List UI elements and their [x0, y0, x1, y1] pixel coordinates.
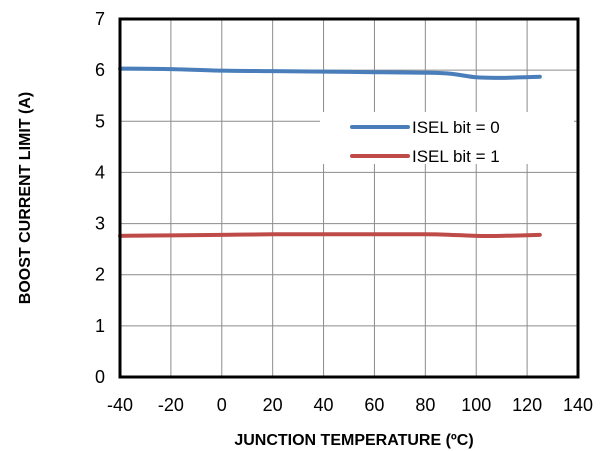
legend-label-1: ISEL bit = 1 [412, 147, 500, 166]
y-tick-labels: 0 1 2 3 4 5 6 7 [95, 9, 105, 387]
y-tick-label: 5 [95, 111, 105, 131]
y-tick-label: 7 [95, 9, 105, 29]
plot-area-border [118, 17, 580, 379]
series-line-0 [118, 66, 542, 80]
y-tick-label: 3 [95, 214, 105, 234]
x-tick-label: 40 [314, 395, 334, 415]
y-axis-title: BOOST CURRENT LIMIT (A) [17, 92, 34, 304]
x-axis-title: JUNCTION TEMPERATURE (ºC) [234, 432, 473, 449]
series-layer [118, 66, 542, 238]
x-tick-label: 80 [415, 395, 435, 415]
x-tick-label: -40 [107, 395, 133, 415]
y-tick-label: 4 [95, 162, 105, 182]
y-tick-label: 2 [95, 265, 105, 285]
x-tick-label: 0 [217, 395, 227, 415]
x-tick-label: -20 [158, 395, 184, 415]
x-tick-label: 140 [563, 395, 593, 415]
legend: ISEL bit = 0 ISEL bit = 1 [320, 112, 574, 166]
y-tick-label: 1 [95, 316, 105, 336]
x-tick-labels: -40 -20 0 20 40 60 80 100 120 140 [107, 395, 593, 415]
x-tick-label: 60 [364, 395, 384, 415]
x-tick-label: 120 [512, 395, 542, 415]
x-tick-label: 100 [461, 395, 491, 415]
series-line-1 [118, 232, 542, 238]
x-tick-label: 20 [263, 395, 283, 415]
y-tick-label: 0 [95, 367, 105, 387]
y-tick-label: 6 [95, 60, 105, 80]
legend-label-0: ISEL bit = 0 [412, 118, 500, 137]
